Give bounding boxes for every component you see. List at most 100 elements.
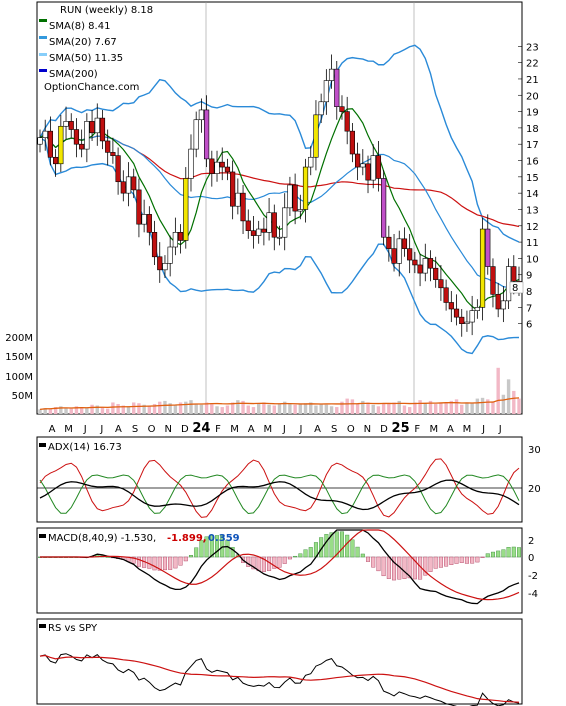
volume-bar [392, 402, 396, 414]
volume-bar [173, 404, 178, 414]
volume-bar [116, 403, 120, 414]
macd-hist-bar [350, 539, 355, 558]
price-tick-label: 19 [526, 108, 539, 119]
rs-panel [36, 618, 523, 705]
macd-hist-bar [204, 536, 209, 558]
di-plus-line [39, 458, 520, 518]
candle-body [84, 121, 90, 150]
volume-bar [407, 407, 412, 414]
macd-hist-bar [261, 556, 266, 572]
candle-body [94, 117, 100, 134]
volume-bar [444, 402, 448, 414]
macd-hist-bar [188, 555, 193, 558]
volume-bar [184, 401, 188, 414]
candle-body [42, 130, 48, 138]
macd-tick-label: 0 [528, 553, 534, 564]
svg-text:8: 8 [512, 283, 518, 294]
price-tick-label: 13 [526, 205, 539, 216]
volume-bar [423, 403, 427, 414]
legend-sma50: SMA(50) 11.35 [49, 53, 123, 64]
x-axis-label: D [380, 424, 388, 435]
volume-bar [402, 405, 407, 414]
macd-hist-bar [303, 549, 308, 558]
price-tick-label: 15 [526, 173, 539, 184]
macd-hist-bar [371, 556, 376, 568]
macd-hist-bar [454, 556, 459, 564]
volume-bar [262, 402, 266, 414]
candle-body [396, 238, 402, 264]
volume-bar [491, 401, 495, 414]
macd-hist-bar [485, 553, 490, 558]
volume-bar [418, 400, 422, 414]
macd-hist-bar [194, 547, 199, 558]
x-axis-label: M [263, 424, 272, 435]
macd-label: MACD(8,40,9) -1.530, [48, 533, 156, 544]
volume-bar [381, 403, 386, 414]
macd-hist-bar [136, 556, 141, 567]
volume-bar [355, 403, 360, 414]
volume-bar [433, 403, 438, 414]
candle-body [302, 166, 309, 210]
watermark: OptionChance.com [44, 82, 139, 93]
macd-hist-bar [272, 556, 277, 569]
candle-body [193, 119, 199, 150]
macd-hist-bar [173, 556, 178, 569]
x-axis-label: M [230, 424, 239, 435]
volume-bar [189, 400, 193, 414]
volume-bar [335, 407, 339, 414]
macd-hist-bar [480, 556, 485, 558]
candle-body [495, 294, 501, 310]
candle-body [448, 302, 454, 310]
macd-hist-bar [475, 556, 480, 563]
price-tick-label: 12 [526, 222, 539, 233]
candle-body [47, 130, 54, 158]
candle-body [141, 214, 147, 225]
volume-bar [319, 403, 323, 414]
candle-body [287, 184, 293, 209]
macd-axis: 2 0 -2 -4 [528, 536, 538, 600]
candle-body [407, 248, 413, 261]
candle-body [339, 106, 345, 112]
macd-hist-bar [381, 556, 386, 577]
macd-hist-bar [293, 555, 298, 558]
candle-body [219, 161, 225, 168]
candle-body [453, 308, 460, 318]
candle-body [125, 176, 132, 194]
macd-hist-bar [178, 556, 183, 566]
macd-hist-bar [501, 549, 506, 558]
candle-body [474, 307, 480, 311]
macd-hist-bar [366, 556, 371, 562]
volume-bar [100, 407, 105, 414]
candle-body [308, 156, 314, 168]
volume-bar [199, 404, 204, 414]
x-axis-label: O [347, 424, 355, 435]
candle-body [183, 178, 189, 241]
price-tick-label: 17 [526, 140, 539, 151]
macd-hist-bar [355, 546, 360, 558]
candle-body [365, 163, 371, 181]
macd-hist-bar [517, 547, 522, 558]
candle-body [334, 68, 340, 107]
candle-body [73, 129, 80, 145]
macd-panel [36, 527, 523, 614]
adx-axis: 30 20 [528, 445, 541, 495]
candle-body [63, 121, 69, 127]
volume-bar [340, 401, 344, 414]
volume-bar [85, 407, 89, 414]
volume-bar [324, 404, 329, 414]
volume-bar [111, 402, 115, 414]
volume-bar [251, 407, 256, 414]
macd-hist-bar [324, 534, 329, 558]
volume-bar [309, 402, 313, 414]
volume-bar [366, 402, 370, 414]
chart-title: RUN (weekly) 8.18 [60, 5, 153, 16]
volume-bar [38, 409, 42, 414]
x-axis-label: A [447, 424, 454, 435]
macd-hist-bar [339, 531, 344, 558]
adx-line [39, 479, 520, 511]
volume-bar [64, 407, 68, 414]
price-tick-label: 18 [526, 124, 539, 135]
legend: RUN (weekly) 8.18 SMA(8) 8.41 SMA(20) 7.… [39, 5, 153, 93]
macd-hist-bar [345, 534, 350, 558]
